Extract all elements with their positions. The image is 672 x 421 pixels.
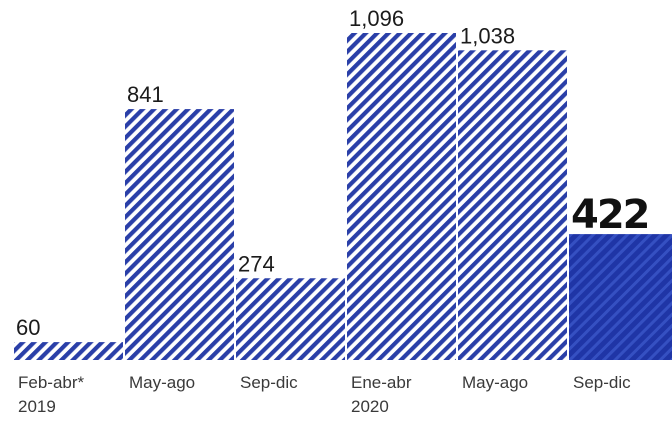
bar-3 xyxy=(347,33,456,360)
bar-5 xyxy=(569,234,672,360)
category-label-4: May-ago xyxy=(462,373,528,392)
category-label-3: Ene-abr xyxy=(351,373,412,392)
value-labels-layer: 60 841 274 1,096 1,038 422 xyxy=(16,6,651,340)
bar-1 xyxy=(125,109,234,360)
category-sublabel-3: 2020 xyxy=(351,397,389,416)
category-label-2: Sep-dic xyxy=(240,373,298,392)
value-label-5: 422 xyxy=(571,192,649,238)
bars-layer xyxy=(14,33,672,360)
category-labels-layer: Feb-abr* 2019 May-ago Sep-dic Ene-abr 2020 May… xyxy=(18,373,631,416)
value-label-4: 1,038 xyxy=(460,23,515,48)
category-label-0: Feb-abr* xyxy=(18,373,85,392)
value-label-2: 274 xyxy=(238,251,275,276)
value-label-3: 1,096 xyxy=(349,6,404,31)
value-label-1: 841 xyxy=(127,82,164,107)
category-label-1: May-ago xyxy=(129,373,195,392)
category-sublabel-0: 2019 xyxy=(18,397,56,416)
value-label-0: 60 xyxy=(16,315,40,340)
category-label-5: Sep-dic xyxy=(573,373,631,392)
bar-0 xyxy=(14,342,123,360)
bar-2 xyxy=(236,278,345,360)
bar-4 xyxy=(458,50,567,360)
